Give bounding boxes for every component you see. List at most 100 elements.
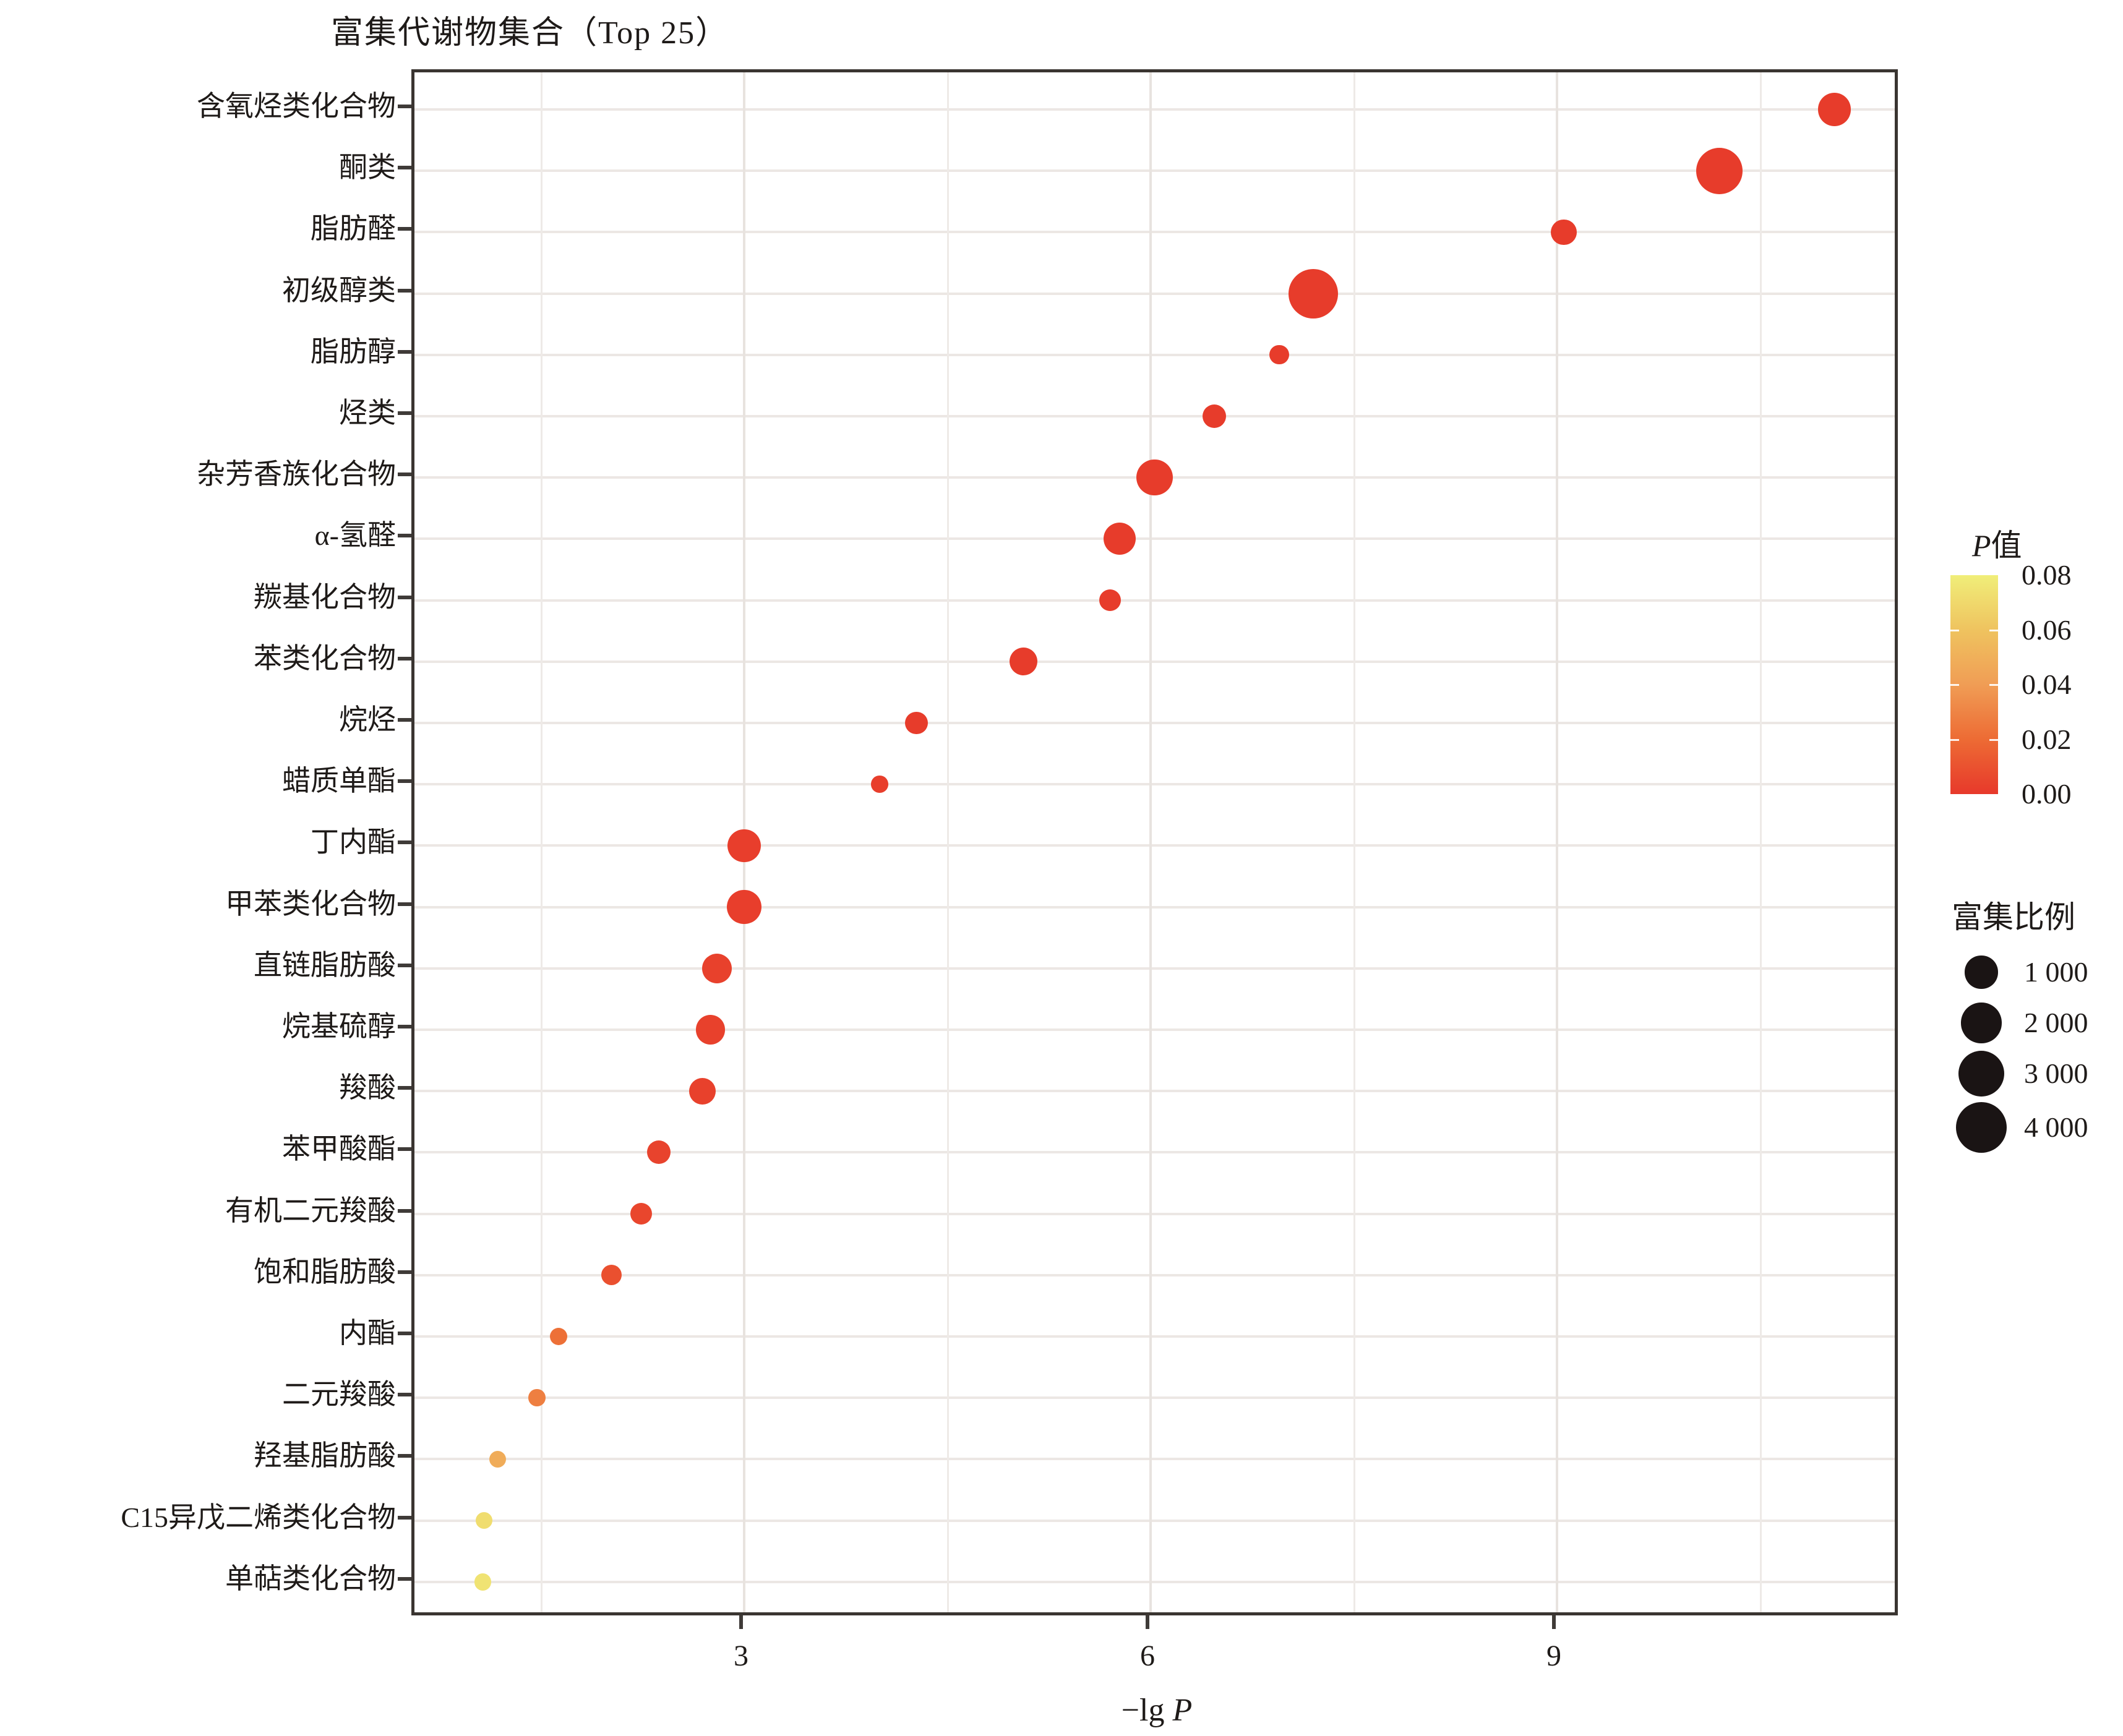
- size-legend-label: 1 000: [2024, 956, 2088, 988]
- y-axis-category-label: 烷基硫醇: [282, 1011, 396, 1042]
- p-legend-tick-label: 0.06: [2022, 614, 2072, 646]
- gridline-horizontal: [414, 1519, 1895, 1522]
- size-legend-label: 3 000: [2024, 1058, 2088, 1089]
- gradient-bar-notch: [1989, 684, 1998, 686]
- y-axis-category-label: 甲苯类化合物: [225, 887, 396, 920]
- data-point-bubble: [1099, 589, 1121, 612]
- y-axis-tick: [398, 472, 411, 477]
- gradient-bar-notch: [1950, 684, 1959, 686]
- p-legend-title-suffix: 值: [1991, 528, 2022, 563]
- gridline-horizontal: [414, 1580, 1895, 1583]
- chart-title: 富集代谢物集合（Top 25）: [331, 15, 729, 51]
- y-axis-category-label: 苯类化合物: [254, 642, 396, 674]
- y-axis-tick: [398, 1147, 411, 1152]
- gridline-horizontal: [414, 1028, 1895, 1031]
- y-axis-category-label: 酮类: [339, 152, 396, 184]
- gridline-horizontal: [414, 967, 1895, 970]
- gridline-vertical-minor: [540, 72, 543, 1612]
- p-value-legend-title: P值: [1972, 521, 2022, 565]
- gridline-horizontal: [414, 1396, 1895, 1400]
- gridline-horizontal: [414, 783, 1895, 786]
- y-axis-category-label: 脂肪醇: [311, 335, 396, 367]
- data-point-bubble: [702, 953, 732, 983]
- y-axis-category-label: 羰基化合物: [254, 581, 396, 613]
- y-axis-tick: [398, 963, 411, 967]
- y-axis-category-label: 单萜类化合物: [225, 1562, 396, 1594]
- gridline-vertical-minor: [1353, 72, 1355, 1612]
- gridline-vertical-minor: [946, 72, 949, 1612]
- y-axis-category-label: α-氢醛: [314, 520, 396, 552]
- data-point-bubble: [727, 890, 761, 925]
- gridline-vertical-major: [1149, 72, 1152, 1612]
- gradient-bar-notch: [1950, 629, 1959, 631]
- y-axis-category-label: 脂肪醛: [311, 213, 396, 245]
- y-axis-category-label: 含氧烃类化合物: [197, 90, 396, 122]
- y-axis-tick: [398, 718, 411, 722]
- y-axis-category-label: 初级醇类: [282, 274, 396, 306]
- data-point-bubble: [549, 1327, 567, 1346]
- y-axis-category-label: 蜡质单酯: [282, 765, 396, 797]
- y-axis-tick: [398, 1025, 411, 1028]
- y-axis-tick: [398, 779, 411, 784]
- y-axis-category-label: 饱和脂肪酸: [254, 1255, 396, 1288]
- y-axis-category-label: 羧酸: [339, 1072, 396, 1104]
- data-point-bubble: [1202, 404, 1226, 428]
- gridline-vertical-major: [1556, 72, 1558, 1612]
- gridline-vertical-minor: [1759, 72, 1762, 1612]
- y-axis-category-label: 羟基脂肪酸: [254, 1440, 396, 1472]
- size-legend-dot: [1955, 1101, 2007, 1153]
- y-axis-category-label: 烃类: [339, 397, 396, 429]
- y-axis-category-label: 杂芳香族化合物: [197, 458, 396, 490]
- y-axis-tick: [398, 1393, 411, 1397]
- gridline-horizontal: [414, 844, 1895, 847]
- gridline-horizontal: [414, 660, 1895, 663]
- y-axis-tick: [398, 1454, 411, 1458]
- y-axis-tick: [398, 1208, 411, 1213]
- gradient-bar-notch: [1989, 629, 1998, 631]
- x-axis-tick: [739, 1615, 743, 1629]
- x-axis-tick: [1552, 1615, 1556, 1629]
- data-point-bubble: [1551, 219, 1577, 245]
- p-legend-tick-label: 0.00: [2022, 778, 2072, 810]
- gridline-horizontal: [414, 537, 1895, 541]
- y-axis-tick: [398, 1270, 411, 1274]
- y-axis-tick: [398, 1332, 411, 1335]
- x-axis-title-prefix: −lg: [1121, 1693, 1173, 1728]
- x-axis-title: −lg P: [1027, 1692, 1287, 1729]
- gridline-horizontal: [414, 1151, 1895, 1154]
- gridline-horizontal: [414, 722, 1895, 724]
- data-point-bubble: [647, 1140, 671, 1165]
- data-point-bubble: [1009, 648, 1037, 676]
- gridline-horizontal: [414, 415, 1895, 417]
- data-point-bubble: [601, 1265, 622, 1286]
- gridline-horizontal: [414, 1458, 1895, 1461]
- y-axis-tick: [398, 1576, 411, 1581]
- data-point-bubble: [1696, 147, 1743, 194]
- data-point-bubble: [727, 829, 761, 862]
- data-point-bubble: [1288, 268, 1338, 319]
- gradient-bar-notch: [1950, 738, 1959, 741]
- y-axis-tick: [398, 411, 411, 415]
- x-axis-tick-label: 6: [1140, 1640, 1155, 1672]
- data-point-bubble: [1269, 345, 1289, 365]
- y-axis-tick: [398, 595, 411, 599]
- data-point-bubble: [1136, 460, 1173, 496]
- y-axis-category-label: 直链脂肪酸: [254, 949, 396, 981]
- data-point-bubble: [904, 711, 928, 735]
- y-axis-tick: [398, 902, 411, 906]
- y-axis-tick: [398, 166, 411, 170]
- data-point-bubble: [1818, 93, 1851, 126]
- y-axis-tick: [398, 1515, 411, 1520]
- gridline-horizontal: [414, 169, 1895, 173]
- gridline-horizontal: [414, 108, 1895, 111]
- y-axis-category-label: 二元羧酸: [282, 1379, 396, 1411]
- y-axis-tick: [398, 227, 411, 231]
- y-axis-category-label: 烷烃: [339, 704, 396, 735]
- p-legend-tick-label: 0.04: [2022, 669, 2072, 700]
- size-legend-label: 4 000: [2024, 1111, 2088, 1143]
- gridline-horizontal: [414, 1335, 1895, 1338]
- data-point-bubble: [688, 1077, 716, 1105]
- p-legend-tick-label: 0.08: [2022, 559, 2072, 591]
- p-legend-tick-label: 0.02: [2022, 723, 2072, 755]
